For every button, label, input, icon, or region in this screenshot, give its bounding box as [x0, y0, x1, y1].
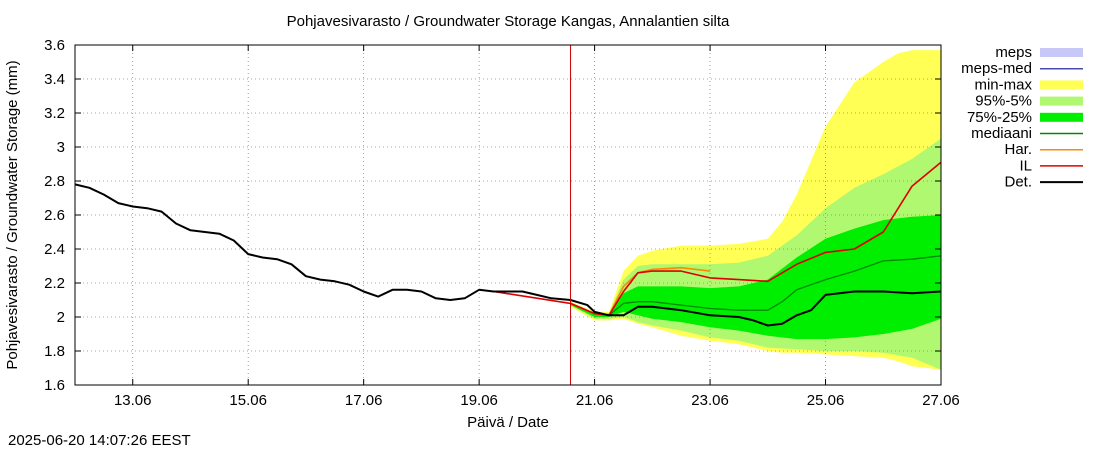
y-tick-label: 1.8 [44, 343, 65, 360]
x-tick-label: 15.06 [229, 392, 267, 409]
x-axis: 13.06 15.06 17.06 19.06 21.06 23.06 25.06 27.06 [114, 45, 960, 409]
series-lines [74, 161, 942, 327]
legend-label-min-max: min-max [974, 76, 1032, 93]
x-tick-label: 27.06 [922, 392, 960, 409]
legend-label-il: IL [1019, 157, 1032, 174]
x-axis-label: Päivä / Date [467, 414, 549, 431]
x-tick-label: 13.06 [114, 392, 152, 409]
y-tick-label: 3 [57, 139, 65, 156]
timestamp: 2025-06-20 14:07:26 EEST [8, 432, 191, 449]
legend-swatch-75-25 [1040, 112, 1083, 122]
y-tick-label: 2.6 [44, 207, 65, 224]
legend-label-meps: meps [995, 44, 1032, 61]
grid [75, 45, 941, 385]
y-tick-label: 2 [57, 309, 65, 326]
y-axis-label: Pohjavesivarasto / Groundwater Storage (… [4, 60, 21, 369]
legend-swatch-meps [1040, 48, 1083, 57]
y-axis: 1.6 1.8 2 2.2 2.4 2.6 2.8 3 3.2 3.4 3.6 [44, 37, 941, 394]
x-tick-label: 19.06 [460, 392, 498, 409]
series-line-mediaani [570, 255, 942, 316]
y-tick-label: 1.6 [44, 377, 65, 394]
x-tick-label: 21.06 [576, 392, 614, 409]
x-tick-label: 17.06 [345, 392, 383, 409]
legend-label-har: Har. [1004, 141, 1032, 158]
y-tick-label: 2.4 [44, 241, 65, 258]
x-tick-label: 25.06 [807, 392, 845, 409]
series-line-det [74, 183, 942, 327]
legend-label-95-5: 95%-5% [975, 93, 1032, 110]
legend-label-meps-med: meps-med [961, 60, 1032, 77]
legend: mepsmeps-medmin-max95%-5%75%-25%mediaani… [961, 44, 1083, 191]
legend-swatch-95-5 [1040, 96, 1083, 106]
legend-swatch-min-max [1040, 80, 1083, 90]
legend-label-75-25: 75%-25% [967, 109, 1032, 126]
y-tick-label: 2.8 [44, 173, 65, 190]
chart-title: Pohjavesivarasto / Groundwater Storage K… [287, 13, 730, 30]
y-tick-label: 3.2 [44, 105, 65, 122]
y-tick-label: 2.2 [44, 275, 65, 292]
x-tick-label: 23.06 [691, 392, 729, 409]
y-tick-label: 3.6 [44, 37, 65, 54]
y-tick-label: 3.4 [44, 71, 65, 88]
legend-label-mediaani: mediaani [971, 125, 1032, 142]
legend-label-det: Det. [1004, 174, 1032, 191]
